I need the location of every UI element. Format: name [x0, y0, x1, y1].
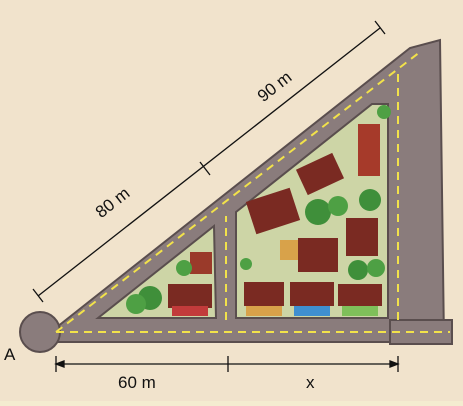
label-60m: 60 m	[118, 373, 156, 392]
house-roof	[244, 282, 284, 306]
house-roof	[295, 152, 345, 196]
tree-icon	[348, 260, 368, 280]
house-roof	[245, 187, 301, 235]
arrow-head	[54, 360, 65, 368]
measure-tick	[374, 20, 386, 35]
house-wall	[342, 306, 378, 316]
right-plot-contents	[240, 105, 391, 316]
house-roof	[190, 252, 212, 274]
left-plot-contents	[126, 252, 212, 316]
label-x: x	[306, 373, 315, 392]
arrow-head	[389, 360, 400, 368]
house-wall	[172, 306, 208, 316]
measure-tick	[199, 161, 211, 176]
house-roof	[298, 238, 338, 272]
tree-icon	[240, 258, 252, 270]
tree-icon	[176, 260, 192, 276]
tree-icon	[367, 259, 385, 277]
tree-icon	[305, 199, 331, 225]
house-roof	[346, 218, 378, 256]
tree-icon	[328, 196, 348, 216]
centerline-diagonal	[55, 51, 421, 333]
roundabout	[19, 311, 61, 353]
tree-icon	[377, 105, 391, 119]
label-point-a: A	[4, 345, 16, 364]
house-roof	[290, 282, 334, 306]
house-roof	[358, 124, 380, 176]
measure-tick	[32, 288, 44, 303]
tree-icon	[126, 294, 146, 314]
measurements	[32, 20, 400, 372]
house-wall	[246, 306, 282, 316]
house-roof	[338, 284, 382, 306]
house-wall	[280, 240, 298, 260]
tree-icon	[359, 189, 381, 211]
house-wall	[294, 306, 330, 316]
house-roof	[168, 284, 212, 308]
measure-hypotenuse	[37, 27, 381, 297]
